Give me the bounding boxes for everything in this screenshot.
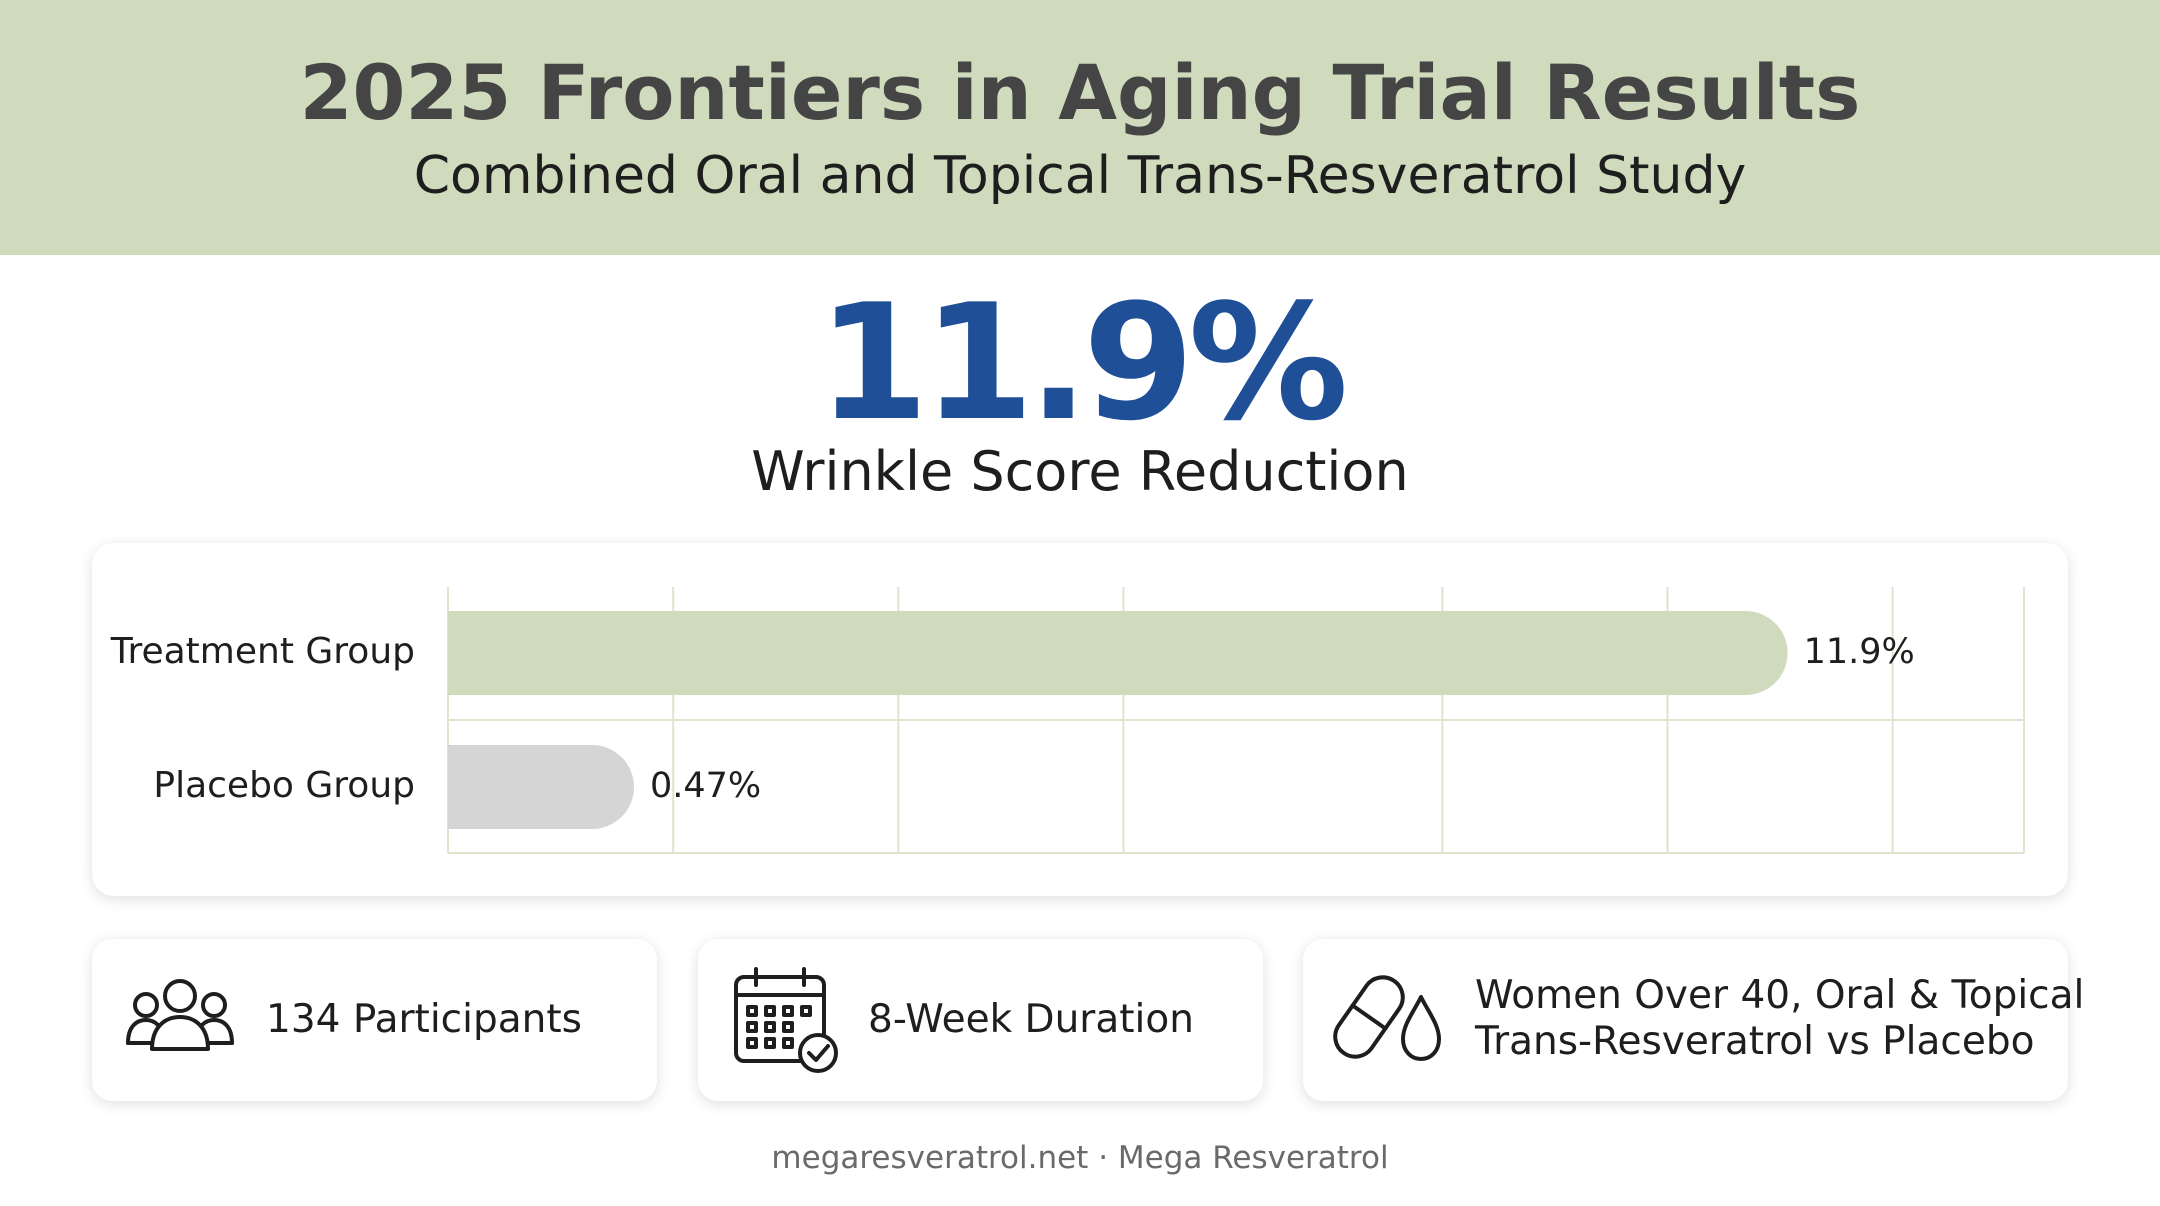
value-label-treatment: 11.9%	[1803, 632, 1915, 672]
participants-text: 134 Participants	[266, 997, 582, 1042]
bar-chart-card: Treatment Group Placebo Group 11.9% 0.47…	[92, 543, 2068, 896]
header-banner: 2025 Frontiers in Aging Trial Results Co…	[0, 0, 2160, 255]
duration-card: 8-Week Duration	[698, 939, 1263, 1101]
participants-card: 134 Participants	[92, 939, 657, 1101]
bar-chart	[447, 587, 2025, 854]
capsule-drop-icon	[1333, 975, 1441, 1061]
population-text-line-2: Trans-Resveratrol vs Placebo	[1475, 1019, 2035, 1064]
bar-treatment-group	[448, 611, 1788, 695]
bar-placebo-group	[448, 745, 634, 829]
page-subtitle: Combined Oral and Topical Trans-Resverat…	[413, 146, 1747, 206]
category-label-treatment: Treatment Group	[110, 631, 415, 672]
population-text-line-1: Women Over 40, Oral & Topical	[1475, 973, 2085, 1018]
page-title: 2025 Frontiers in Aging Trial Results	[299, 48, 1861, 137]
people-icon	[126, 979, 234, 1051]
category-label-placebo: Placebo Group	[153, 765, 415, 806]
headline-stat-label: Wrinkle Score Reduction	[751, 440, 1409, 503]
population-card: Women Over 40, Oral & Topical Trans-Resv…	[1303, 939, 2084, 1101]
duration-text: 8-Week Duration	[868, 997, 1194, 1042]
footer-source: megaresveratrol.net · Mega Resveratrol	[771, 1140, 1389, 1176]
value-label-placebo: 0.47%	[650, 766, 762, 806]
calendar-check-icon	[734, 967, 838, 1073]
headline-stat-value: 11.9%	[817, 269, 1348, 456]
